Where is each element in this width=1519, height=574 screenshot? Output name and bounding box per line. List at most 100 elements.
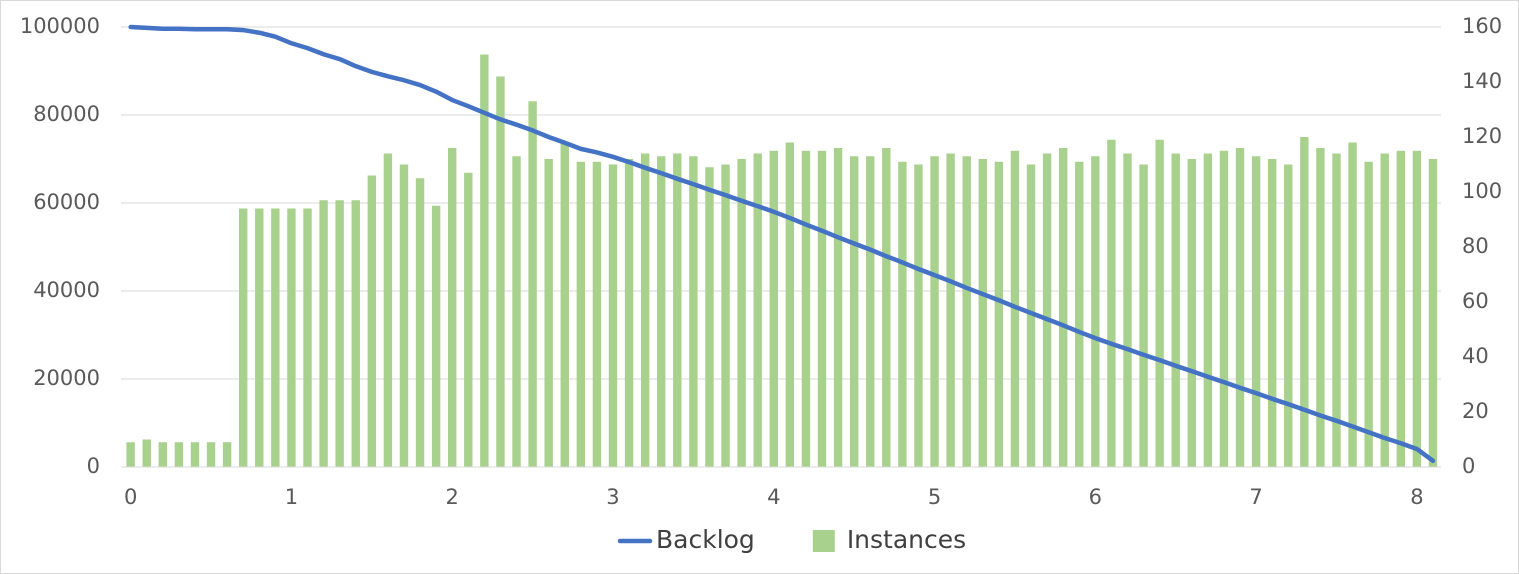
bar [882, 148, 891, 467]
bar [978, 159, 987, 467]
bar [914, 164, 923, 467]
bar [206, 442, 216, 467]
bar [962, 156, 971, 467]
bar [238, 208, 248, 467]
y-tick-label: 60000 [33, 190, 100, 214]
bar [1155, 139, 1164, 467]
bar [464, 172, 473, 467]
x-tick-label: 6 [1089, 485, 1102, 509]
bar [1364, 161, 1373, 467]
x-tick-label: 1 [285, 485, 298, 509]
bar [1139, 164, 1148, 467]
bar [1380, 153, 1389, 467]
bar [576, 161, 586, 467]
y-tick-label: 80000 [33, 102, 100, 126]
legend-label: Instances [847, 525, 966, 554]
bar [1123, 153, 1132, 467]
bar [222, 442, 232, 467]
bar [431, 205, 441, 467]
bar [946, 153, 955, 467]
bar [866, 156, 875, 467]
bar [1091, 156, 1100, 467]
bar [705, 167, 714, 467]
y2-tick-label: 160 [1462, 14, 1502, 38]
bar [319, 200, 328, 467]
bar [898, 161, 907, 467]
bar [817, 150, 827, 467]
bar [1219, 150, 1229, 467]
bar [1267, 159, 1277, 467]
bar [287, 208, 296, 467]
bar [415, 178, 425, 467]
x-tick-label: 0 [124, 485, 137, 509]
bar [1316, 148, 1325, 467]
bar [1396, 150, 1406, 467]
bar [158, 442, 168, 467]
y2-tick-label: 120 [1462, 124, 1502, 148]
bar [994, 161, 1004, 467]
y-tick-label: 100000 [20, 14, 100, 38]
bar [126, 442, 135, 467]
bar [367, 175, 377, 467]
bar [657, 156, 666, 467]
bar [448, 148, 457, 467]
bar [1235, 148, 1245, 467]
bar [769, 150, 778, 467]
x-tick-label: 3 [606, 485, 619, 509]
bar [737, 159, 746, 467]
bar [496, 76, 505, 467]
x-tick-label: 8 [1410, 485, 1423, 509]
bar [528, 101, 537, 467]
bar [1187, 159, 1196, 467]
bar [721, 164, 730, 467]
y2-tick-label: 0 [1462, 454, 1475, 478]
bar [544, 159, 553, 467]
bar [1428, 159, 1438, 467]
x-tick-label: 4 [767, 485, 780, 509]
bar [255, 208, 264, 467]
legend-label: Backlog [656, 525, 755, 554]
bar [689, 156, 698, 467]
bar [1203, 153, 1213, 467]
bar [1042, 153, 1052, 467]
x-tick-label: 7 [1249, 485, 1262, 509]
bar [174, 442, 184, 467]
y-tick-label: 40000 [33, 278, 100, 302]
bar [833, 148, 843, 467]
bar [1075, 161, 1084, 467]
bar [673, 153, 682, 467]
bar [1058, 148, 1068, 467]
line [128, 24, 1436, 464]
bar [383, 153, 393, 467]
x-tick-label: 2 [446, 485, 459, 509]
bar [1251, 156, 1261, 467]
bar [785, 142, 795, 467]
x-tick-label: 5 [928, 485, 941, 509]
y2-tick-label: 60 [1462, 289, 1489, 313]
bar [190, 442, 200, 467]
y-tick-label: 20000 [33, 366, 100, 390]
bar [640, 153, 650, 467]
y2-tick-label: 20 [1462, 399, 1489, 423]
y2-tick-label: 140 [1462, 69, 1502, 93]
bar [930, 156, 939, 467]
y2-tick-label: 80 [1462, 234, 1489, 258]
bar [1412, 150, 1422, 467]
bar [399, 164, 409, 467]
bar [560, 142, 569, 467]
bar [592, 161, 602, 467]
legend-swatch [812, 530, 835, 552]
bar [303, 208, 312, 467]
bar [1348, 142, 1357, 467]
bar [335, 200, 344, 467]
bar [1107, 139, 1116, 467]
y-tick-label: 0 [87, 454, 100, 478]
bar [1026, 164, 1036, 467]
bar [624, 159, 634, 467]
bar [608, 164, 618, 467]
bar [849, 156, 859, 467]
bar [480, 54, 489, 467]
bar [271, 208, 280, 467]
